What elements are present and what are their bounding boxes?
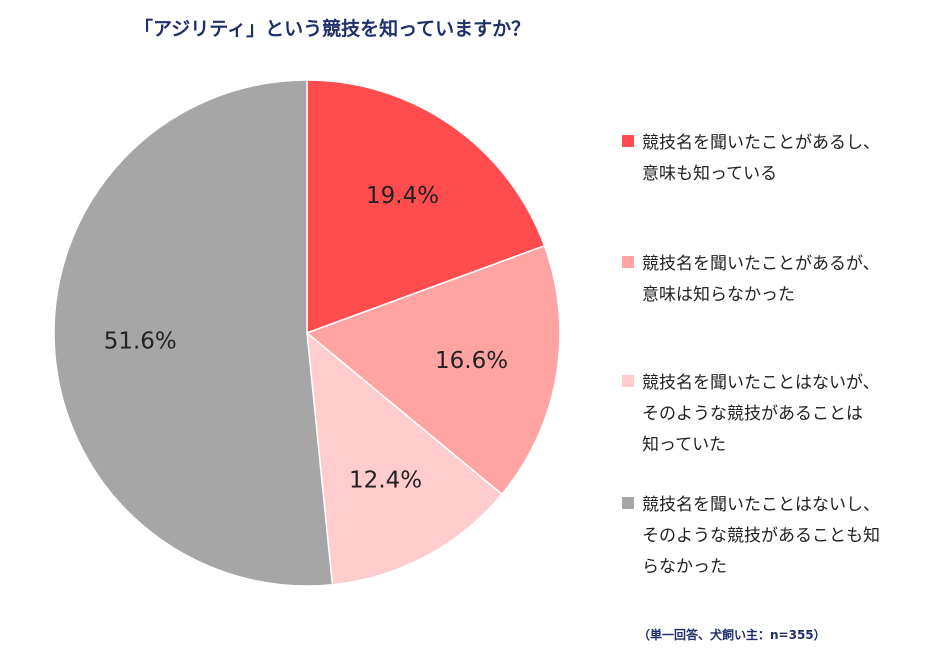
legend-label-2-line-2: 意味は知らなかった xyxy=(642,285,795,305)
legend-label-4-line-1: 競技名を聞いたことはないし、 xyxy=(642,495,880,515)
legend-label-4-line-2: そのような競技があることも知 xyxy=(642,526,880,546)
legend-label-3-line-2: そのような競技があることは xyxy=(642,404,863,424)
pie-slices xyxy=(53,79,561,587)
legend-label-4: 競技名を聞いたことはないし、 そのような競技があることも知 らなかった xyxy=(642,490,927,583)
legend-label-3-line-1: 競技名を聞いたことはないが、 xyxy=(642,373,880,393)
legend-label-1-line-2: 意味も知っている xyxy=(642,164,778,184)
slice-value-label-4: 51.6% xyxy=(104,328,177,354)
slice-value-label-1: 19.4% xyxy=(366,183,439,209)
sample-note: （単一回答、犬飼い主：n=355） xyxy=(638,628,826,642)
pie-slice-1 xyxy=(306,79,546,335)
pie-slice-2 xyxy=(305,244,561,496)
legend-label-2: 競技名を聞いたことがあるが、 意味は知らなかった xyxy=(642,249,927,311)
legend-label-3-line-3: 知っていた xyxy=(642,435,727,455)
legend-label-4-line-3: らなかった xyxy=(642,557,727,577)
legend-label-1: 競技名を聞いたことがあるし、 意味も知っている xyxy=(642,128,927,190)
slice-value-label-2: 16.6% xyxy=(435,348,508,374)
pie-slice-4 xyxy=(53,79,334,587)
pie-value-labels: 19.4% 16.6% 12.4% 51.6% xyxy=(104,183,508,493)
legend-swatch-2 xyxy=(622,256,634,268)
chart-title: 「アジリティ」という競技を知っていますか？ xyxy=(134,18,531,40)
pie-slice-3 xyxy=(306,331,503,586)
legend-swatch-4 xyxy=(622,497,634,509)
slice-value-label-3: 12.4% xyxy=(349,467,422,493)
legend-swatch-1 xyxy=(622,135,634,147)
legend-swatch-3 xyxy=(622,375,634,387)
legend-label-3: 競技名を聞いたことはないが、 そのような競技があることは 知っていた xyxy=(642,368,927,461)
legend-label-2-line-1: 競技名を聞いたことがあるが、 xyxy=(642,254,880,274)
legend-label-1-line-1: 競技名を聞いたことがあるし、 xyxy=(642,133,880,153)
